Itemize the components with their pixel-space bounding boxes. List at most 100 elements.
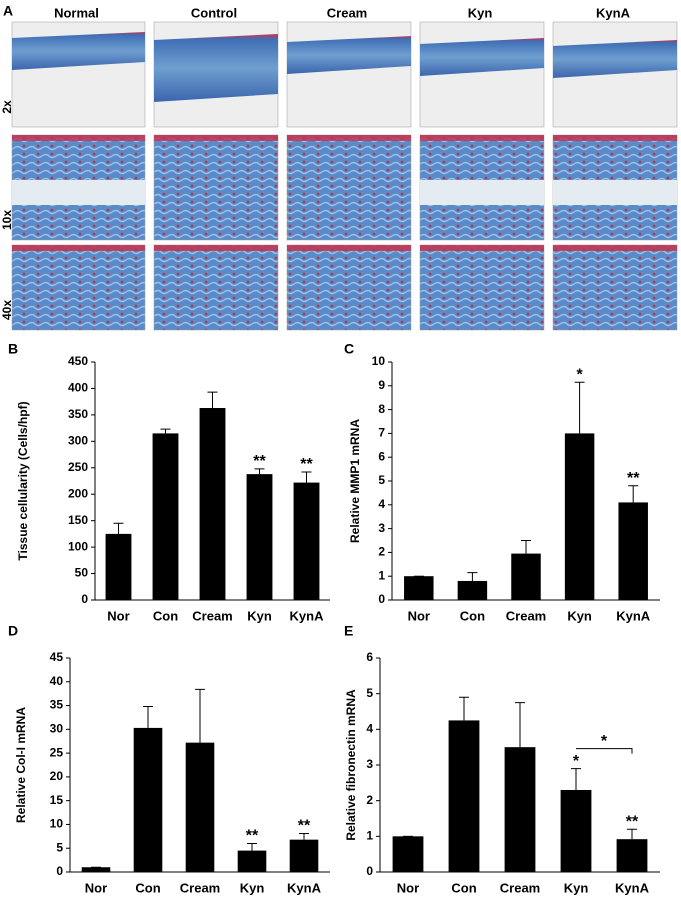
y-tick-label: 0 bbox=[56, 864, 63, 878]
y-axis-label: Tissue cellularity (Cells/hpf) bbox=[16, 401, 30, 560]
y-tick-label: 3 bbox=[366, 757, 373, 771]
y-tick-label: 2 bbox=[366, 793, 373, 807]
bar bbox=[618, 502, 648, 600]
x-tick-label: Con bbox=[153, 608, 178, 623]
row-label: 40x bbox=[0, 300, 14, 320]
tissue-edge bbox=[154, 135, 278, 141]
tissue-section bbox=[553, 40, 677, 78]
significance: ** bbox=[246, 828, 259, 845]
error-bar bbox=[160, 428, 171, 434]
x-tick-label: Nor bbox=[85, 880, 107, 895]
tissue-edge bbox=[154, 245, 278, 251]
micrograph bbox=[286, 134, 412, 241]
column-label: Control bbox=[191, 5, 237, 20]
panel-label: E bbox=[344, 623, 353, 639]
y-tick-label: 7 bbox=[378, 426, 385, 440]
tissue-section bbox=[154, 34, 278, 102]
error-bar bbox=[515, 702, 525, 748]
tissue-edge bbox=[12, 245, 145, 251]
cartilage bbox=[12, 180, 145, 205]
y-tick-label: 4 bbox=[378, 497, 385, 511]
x-tick-label: Cream bbox=[180, 880, 220, 895]
significance: ** bbox=[300, 456, 313, 473]
y-tick-label: 9 bbox=[378, 378, 385, 392]
y-tick-label: 450 bbox=[68, 354, 88, 368]
significance: * bbox=[573, 753, 580, 770]
x-tick-label: Nor bbox=[397, 880, 419, 895]
error-bar bbox=[628, 485, 639, 503]
y-tick-label: 15 bbox=[50, 793, 64, 807]
bar bbox=[133, 727, 163, 872]
y-tick-label: 30 bbox=[50, 722, 64, 736]
bar bbox=[616, 839, 648, 872]
micrograph bbox=[153, 134, 279, 241]
y-axis-label: Relative MMP1 mRNA bbox=[348, 419, 362, 543]
y-axis-label: Relative Col-I mRNA bbox=[14, 707, 28, 823]
error-bar bbox=[459, 696, 469, 721]
bar bbox=[448, 720, 480, 872]
error-bar bbox=[299, 832, 309, 840]
micrograph bbox=[419, 244, 545, 331]
bracket bbox=[576, 748, 633, 754]
y-tick-label: 150 bbox=[68, 513, 88, 527]
column-label: Normal bbox=[54, 5, 99, 20]
y-tick-label: 1 bbox=[366, 829, 373, 843]
column-label: Cream bbox=[327, 5, 367, 20]
panel-label: C bbox=[344, 341, 354, 357]
x-tick-label: Kyn bbox=[247, 608, 272, 623]
y-tick-label: 5 bbox=[378, 473, 385, 487]
y-tick-label: 400 bbox=[68, 381, 88, 395]
y-tick-label: 10 bbox=[372, 354, 386, 368]
y-tick-label: 50 bbox=[75, 566, 89, 580]
y-tick-label: 350 bbox=[68, 407, 88, 421]
tissue-edge bbox=[12, 135, 145, 141]
y-tick-label: 45 bbox=[50, 650, 64, 664]
micrograph bbox=[286, 244, 412, 331]
x-tick-label: KynA bbox=[615, 880, 650, 895]
bar bbox=[560, 789, 592, 872]
tissue-edge bbox=[287, 245, 411, 251]
y-tick-label: 300 bbox=[68, 434, 88, 448]
x-tick-label: Kyn bbox=[567, 608, 592, 623]
x-tick-label: Con bbox=[460, 608, 485, 623]
y-tick-label: 35 bbox=[50, 698, 64, 712]
panel-label: B bbox=[8, 341, 18, 357]
error-bar bbox=[627, 828, 637, 840]
y-axis-label: Relative fibronectin mRNA bbox=[344, 689, 358, 841]
bar bbox=[457, 580, 488, 600]
y-tick-label: 1 bbox=[378, 568, 385, 582]
x-tick-label: Kyn bbox=[240, 880, 265, 895]
error-bar bbox=[195, 688, 205, 743]
x-tick-label: Con bbox=[135, 880, 160, 895]
error-bar bbox=[521, 540, 531, 554]
significance: * bbox=[576, 366, 583, 383]
y-tick-label: 6 bbox=[378, 449, 385, 463]
error-bar bbox=[467, 572, 478, 581]
bar bbox=[81, 867, 111, 872]
row-label: 10x bbox=[0, 210, 14, 230]
y-tick-label: 6 bbox=[366, 650, 373, 664]
bar bbox=[504, 747, 536, 872]
tissue-section bbox=[420, 38, 544, 76]
y-tick-label: 3 bbox=[378, 521, 385, 535]
bar bbox=[404, 576, 434, 600]
error-bar bbox=[207, 391, 218, 409]
y-tick-label: 0 bbox=[366, 864, 373, 878]
significance: ** bbox=[626, 813, 639, 830]
error-bar bbox=[301, 471, 312, 483]
panel-label: D bbox=[8, 623, 18, 639]
panel-label: A bbox=[3, 3, 13, 19]
y-tick-label: 200 bbox=[68, 486, 88, 500]
row-label: 2x bbox=[0, 100, 14, 114]
bar bbox=[237, 850, 267, 872]
significance: ** bbox=[298, 818, 311, 835]
column-label: KynA bbox=[596, 5, 631, 20]
micrograph bbox=[153, 244, 279, 331]
cartilage bbox=[420, 180, 544, 205]
bar bbox=[246, 474, 273, 600]
bar bbox=[511, 553, 541, 600]
error-bar bbox=[247, 842, 257, 851]
y-tick-label: 100 bbox=[68, 539, 88, 553]
x-tick-label: KynA bbox=[287, 880, 322, 895]
